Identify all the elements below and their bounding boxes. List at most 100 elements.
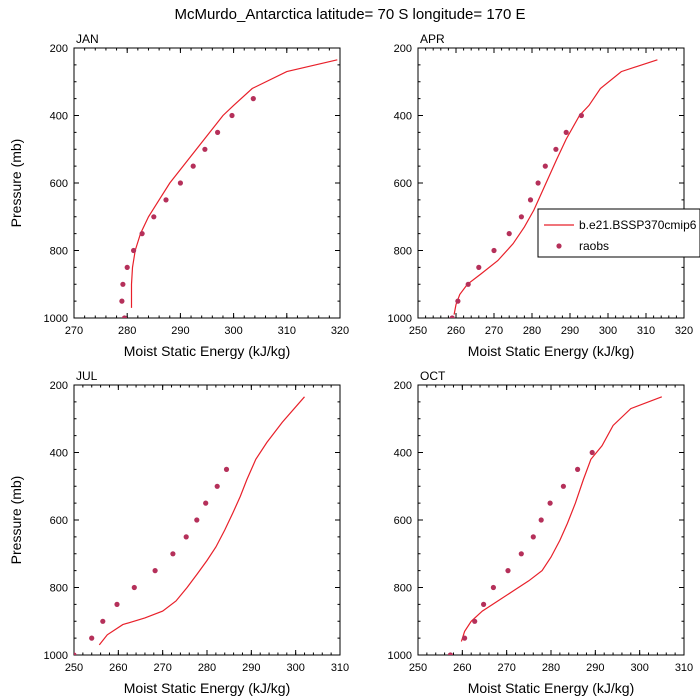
raobs-point — [120, 281, 126, 287]
raobs-point — [183, 534, 189, 540]
x-tick-label: 300 — [224, 325, 242, 337]
raobs-point — [553, 146, 559, 152]
raobs-point — [100, 618, 106, 624]
y-tick-label: 400 — [394, 111, 412, 123]
x-tick-label: 250 — [409, 325, 427, 337]
raobs-point — [491, 247, 497, 254]
model-profile-line — [130, 59, 338, 308]
raobs-point — [170, 551, 176, 557]
y-tick-label: 200 — [394, 43, 412, 55]
y-tick-label: 200 — [394, 380, 412, 392]
x-tick-label: 290 — [242, 662, 260, 674]
x-tick-label: 310 — [675, 662, 693, 674]
raobs-point — [223, 466, 230, 472]
raobs-point — [152, 568, 158, 574]
raobs-point — [190, 163, 196, 169]
raobs-point — [194, 517, 200, 523]
y-tick-label: 1000 — [388, 313, 412, 325]
plot-area — [449, 59, 658, 318]
y-tick-label: 400 — [50, 111, 68, 123]
x-tick-label: 270 — [153, 662, 171, 674]
legend-box — [537, 208, 700, 258]
panel-title-oct: OCT — [420, 369, 446, 383]
y-tick-label: 800 — [50, 246, 68, 258]
plot-area — [74, 396, 305, 655]
raobs-point — [449, 315, 455, 318]
y-tick-label: 400 — [394, 448, 412, 460]
raobs-point — [177, 180, 183, 186]
raobs-point — [578, 112, 585, 119]
figure-title: McMurdo_Antarctica latitude= 70 S longit… — [174, 6, 525, 23]
raobs-point — [114, 601, 120, 608]
y-axis-label: Pressure (mb) — [8, 139, 24, 228]
model-profile-line — [98, 396, 305, 646]
x-tick-label: 290 — [171, 325, 189, 337]
x-tick-label: 300 — [286, 662, 304, 674]
x-tick-label: 270 — [65, 325, 83, 337]
raobs-point — [250, 96, 256, 102]
raobs-point — [215, 129, 221, 135]
raobs-point — [490, 584, 496, 591]
x-axis-label: Moist Static Energy (kJ/kg) — [124, 343, 291, 359]
x-tick-label: 250 — [65, 662, 83, 674]
raobs-point — [465, 281, 471, 287]
raobs-point — [530, 534, 536, 540]
x-tick-label: 280 — [198, 662, 216, 674]
model-profile-line — [453, 59, 658, 315]
x-tick-label: 300 — [599, 325, 617, 337]
raobs-point — [447, 652, 453, 655]
raobs-point — [476, 264, 482, 270]
y-tick-label: 1000 — [44, 313, 68, 325]
raobs-point — [518, 214, 525, 220]
raobs-point — [202, 146, 208, 152]
x-axis-label: Moist Static Energy (kJ/kg) — [468, 680, 635, 696]
x-tick-label: 300 — [630, 662, 648, 674]
x-tick-label: 280 — [523, 325, 541, 337]
raobs-point — [505, 568, 511, 574]
raobs-point — [589, 449, 595, 456]
y-tick-label: 800 — [394, 246, 412, 258]
raobs-point — [563, 129, 569, 135]
panel-jan: 270 280 290 300 310 320 200 400 600 800 1000 JAN Moi… — [8, 32, 349, 359]
raobs-point — [74, 652, 77, 655]
y-tick-label: 200 — [50, 380, 68, 392]
raobs-point — [560, 483, 567, 489]
raobs-point — [575, 466, 581, 472]
y-tick-label: 200 — [50, 43, 68, 55]
y-tick-label: 800 — [50, 583, 68, 595]
legend-raobs-swatch — [556, 243, 562, 249]
y-tick-label: 600 — [394, 178, 412, 190]
x-tick-label: 250 — [409, 662, 427, 674]
raobs-point — [139, 231, 145, 237]
raobs-point — [547, 500, 553, 506]
raobs-point — [527, 197, 534, 203]
x-tick-label: 290 — [561, 325, 579, 337]
panel-oct: 250 260 270 280 290 300 310 200 400 600 800 1000 OCT… — [388, 369, 694, 696]
raobs-point — [538, 517, 544, 523]
x-tick-label: 270 — [485, 325, 503, 337]
y-tick-label: 800 — [394, 583, 412, 595]
y-axis-label: Pressure (mb) — [8, 476, 24, 565]
x-tick-label: 260 — [109, 662, 127, 674]
x-tick-label: 280 — [542, 662, 560, 674]
raobs-point — [229, 112, 235, 119]
model-profile-line — [460, 396, 663, 642]
raobs-point — [89, 635, 95, 641]
x-tick-label: 310 — [637, 325, 655, 337]
raobs-point — [535, 180, 541, 186]
x-tick-label: 310 — [278, 325, 296, 337]
x-tick-label: 320 — [675, 325, 693, 337]
y-tick-label: 400 — [50, 448, 68, 460]
raobs-point — [151, 214, 157, 220]
raobs-point — [131, 247, 137, 254]
x-tick-label: 320 — [331, 325, 349, 337]
plot-area — [119, 59, 338, 318]
raobs-point — [506, 231, 512, 237]
raobs-point — [214, 483, 220, 489]
x-tick-label: 260 — [453, 662, 471, 674]
y-tick-label: 600 — [394, 515, 412, 527]
x-tick-label: 310 — [331, 662, 349, 674]
panel-jul: 250 260 270 280 290 300 310 200 400 600 800 1000 JUL… — [8, 369, 349, 696]
y-tick-label: 600 — [50, 178, 68, 190]
plot-area — [447, 396, 663, 655]
